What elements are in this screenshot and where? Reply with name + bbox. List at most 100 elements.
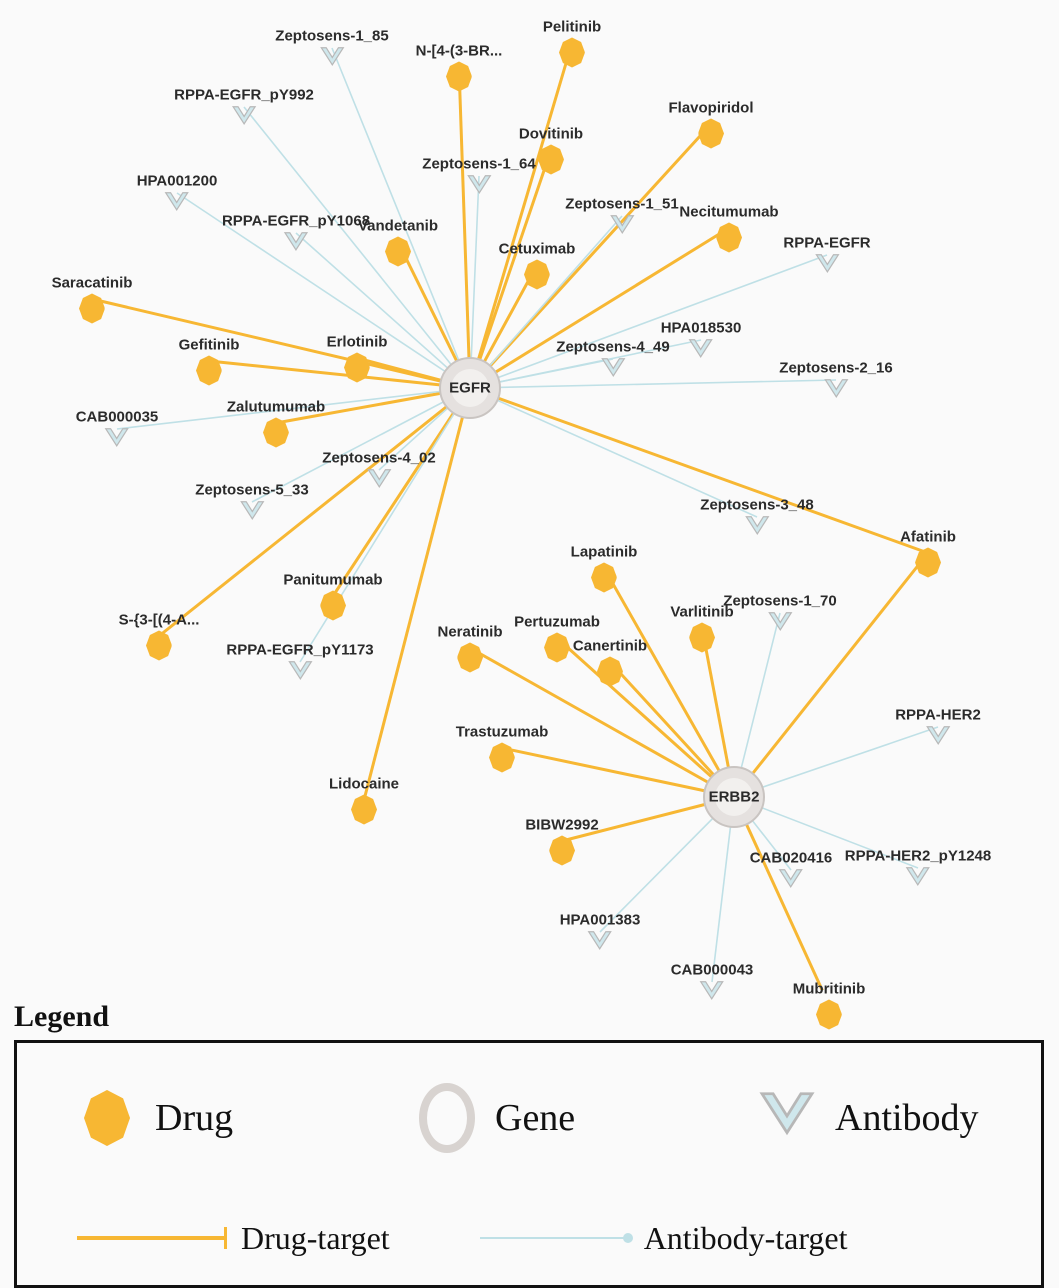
gene-node-erbb2[interactable]: ERBB2 <box>703 766 765 828</box>
antibody-node-zeptosens1_51[interactable]: Zeptosens-1_51 <box>565 196 678 237</box>
drug-node-lidocaine[interactable]: Lidocaine <box>329 776 399 825</box>
drug-node-label: Afatinib <box>900 529 956 546</box>
drug-node-trastuzumab[interactable]: Trastuzumab <box>456 724 549 773</box>
antibody-node-hpa018530[interactable]: HPA018530 <box>661 320 742 361</box>
antibody-icon <box>366 469 392 491</box>
drug-node-label: Necitumumab <box>679 204 778 221</box>
antibody-icon <box>778 869 804 891</box>
gene-node-label: EGFR <box>449 380 491 397</box>
drug-node-erlotinib[interactable]: Erlotinib <box>327 334 388 383</box>
antibody-node-label: Zeptosens-3_48 <box>700 497 813 514</box>
drug-node-canertinib[interactable]: Canertinib <box>573 638 647 687</box>
drug-node-necitumumab[interactable]: Necitumumab <box>679 204 778 253</box>
drug-node-zalutumumab[interactable]: Zalutumumab <box>227 399 325 448</box>
drug-node-label: Cetuximab <box>499 241 576 258</box>
antibody-node-zeptosens1_64[interactable]: Zeptosens-1_64 <box>422 156 535 197</box>
antibody-icon <box>767 612 793 634</box>
drug-target-edge <box>333 388 470 596</box>
antibody-target-line-icon <box>480 1237 630 1239</box>
antibody-node-zeptosens2_16[interactable]: Zeptosens-2_16 <box>779 360 892 401</box>
antibody-node-rppa_egfr_py992[interactable]: RPPA-EGFR_pY992 <box>174 87 314 128</box>
antibody-node-rppa_her2[interactable]: RPPA-HER2 <box>895 707 981 748</box>
drug-node-label: S-{3-[(4-A... <box>119 612 200 629</box>
drug-node-label: BIBW2992 <box>525 817 598 834</box>
legend-title: Legend <box>14 1000 1048 1034</box>
antibody-node-label: CAB000035 <box>76 409 159 426</box>
gene-icon <box>419 1083 475 1153</box>
antibody-node-zeptosens3_48[interactable]: Zeptosens-3_48 <box>700 497 813 538</box>
drug-node-gefitinib[interactable]: Gefitinib <box>179 337 240 386</box>
drug-node-saracatinib[interactable]: Saracatinib <box>52 275 133 324</box>
antibody-node-label: RPPA-EGFR_pY1068 <box>222 213 370 230</box>
antibody-node-label: Zeptosens-4_49 <box>556 339 669 356</box>
drug-node-nbr[interactable]: N-[4-(3-BR... <box>416 43 503 92</box>
drug-icon <box>84 1090 130 1146</box>
drug-node-flavopiridol[interactable]: Flavopiridol <box>668 100 753 149</box>
antibody-node-rppa_her2_py1248[interactable]: RPPA-HER2_pY1248 <box>845 848 991 889</box>
drug-node-cetuximab[interactable]: Cetuximab <box>499 241 576 290</box>
drug-node-label: Dovitinib <box>519 126 583 143</box>
antibody-node-label: RPPA-EGFR_pY1173 <box>226 642 373 659</box>
antibody-node-label: Zeptosens-1_64 <box>422 156 535 173</box>
antibody-icon <box>164 192 190 214</box>
antibody-node-hpa001200[interactable]: HPA001200 <box>137 173 218 214</box>
antibody-icon <box>239 501 265 523</box>
drug-node-label: Panitumumab <box>283 572 382 589</box>
legend-item-antibody-target: Antibody-target <box>480 1220 848 1257</box>
drug-node-neratinib[interactable]: Neratinib <box>437 624 502 673</box>
drug-target-edge <box>470 388 928 553</box>
antibody-node-label: RPPA-EGFR_pY992 <box>174 87 314 104</box>
gene-icon: ERBB2 <box>703 766 765 828</box>
antibody-node-label: RPPA-EGFR <box>783 235 870 252</box>
antibody-node-rppa_egfr[interactable]: RPPA-EGFR <box>783 235 870 276</box>
gene-node-egfr[interactable]: EGFR <box>439 357 501 419</box>
drug-node-s3a[interactable]: S-{3-[(4-A... <box>119 612 200 661</box>
antibody-icon <box>744 516 770 538</box>
drug-node-bibw2992[interactable]: BIBW2992 <box>525 817 598 866</box>
antibody-node-rppa_egfr_py1068[interactable]: RPPA-EGFR_pY1068 <box>222 213 370 254</box>
antibody-node-zeptosens5_33[interactable]: Zeptosens-5_33 <box>195 482 308 523</box>
drug-node-label: Pelitinib <box>543 19 601 36</box>
drug-target-line-icon <box>77 1236 227 1240</box>
drug-node-label: Lidocaine <box>329 776 399 793</box>
antibody-icon <box>905 867 931 889</box>
drug-icon <box>146 631 172 661</box>
drug-target-edge <box>470 43 572 388</box>
antibody-node-label: HPA001383 <box>560 912 641 929</box>
antibody-node-label: RPPA-HER2_pY1248 <box>845 848 991 865</box>
legend-item-drug: Drug <box>17 1090 357 1146</box>
antibody-node-cab000043[interactable]: CAB000043 <box>671 962 754 1003</box>
antibody-node-zeptosens1_70[interactable]: Zeptosens-1_70 <box>723 593 836 634</box>
drug-target-edge <box>459 67 470 388</box>
antibody-icon <box>466 175 492 197</box>
drug-icon <box>457 643 483 673</box>
antibody-node-zeptosens4_49[interactable]: Zeptosens-4_49 <box>556 339 669 380</box>
drug-node-panitumumab[interactable]: Panitumumab <box>283 572 382 621</box>
antibody-node-hpa001383[interactable]: HPA001383 <box>560 912 641 953</box>
gene-node-label: ERBB2 <box>709 789 760 806</box>
antibody-node-cab000035[interactable]: CAB000035 <box>76 409 159 450</box>
antibody-node-label: Zeptosens-2_16 <box>779 360 892 377</box>
drug-icon <box>915 548 941 578</box>
antibody-node-zeptosens1_85[interactable]: Zeptosens-1_85 <box>275 28 388 69</box>
drug-node-label: Gefitinib <box>179 337 240 354</box>
drug-icon <box>263 418 289 448</box>
antibody-icon <box>688 339 714 361</box>
drug-icon <box>549 836 575 866</box>
antibody-node-label: CAB000043 <box>671 962 754 979</box>
legend-item-antibody: Antibody <box>697 1091 1037 1146</box>
drug-node-afatinib[interactable]: Afatinib <box>900 529 956 578</box>
antibody-icon <box>600 358 626 380</box>
drug-node-label: Erlotinib <box>327 334 388 351</box>
drug-icon <box>538 145 564 175</box>
drug-node-npelitinib[interactable]: Pelitinib <box>543 19 601 68</box>
drug-node-label: Trastuzumab <box>456 724 549 741</box>
legend: Legend Drug Gene <box>14 1000 1048 1288</box>
antibody-icon <box>759 1091 815 1146</box>
drug-icon <box>196 356 222 386</box>
drug-node-lapatinib[interactable]: Lapatinib <box>571 544 638 593</box>
antibody-node-cab020416[interactable]: CAB020416 <box>750 850 833 891</box>
drug-icon <box>385 237 411 267</box>
antibody-node-rppa_egfr_py1173[interactable]: RPPA-EGFR_pY1173 <box>226 642 373 683</box>
antibody-node-zeptosens4_02[interactable]: Zeptosens-4_02 <box>322 450 435 491</box>
